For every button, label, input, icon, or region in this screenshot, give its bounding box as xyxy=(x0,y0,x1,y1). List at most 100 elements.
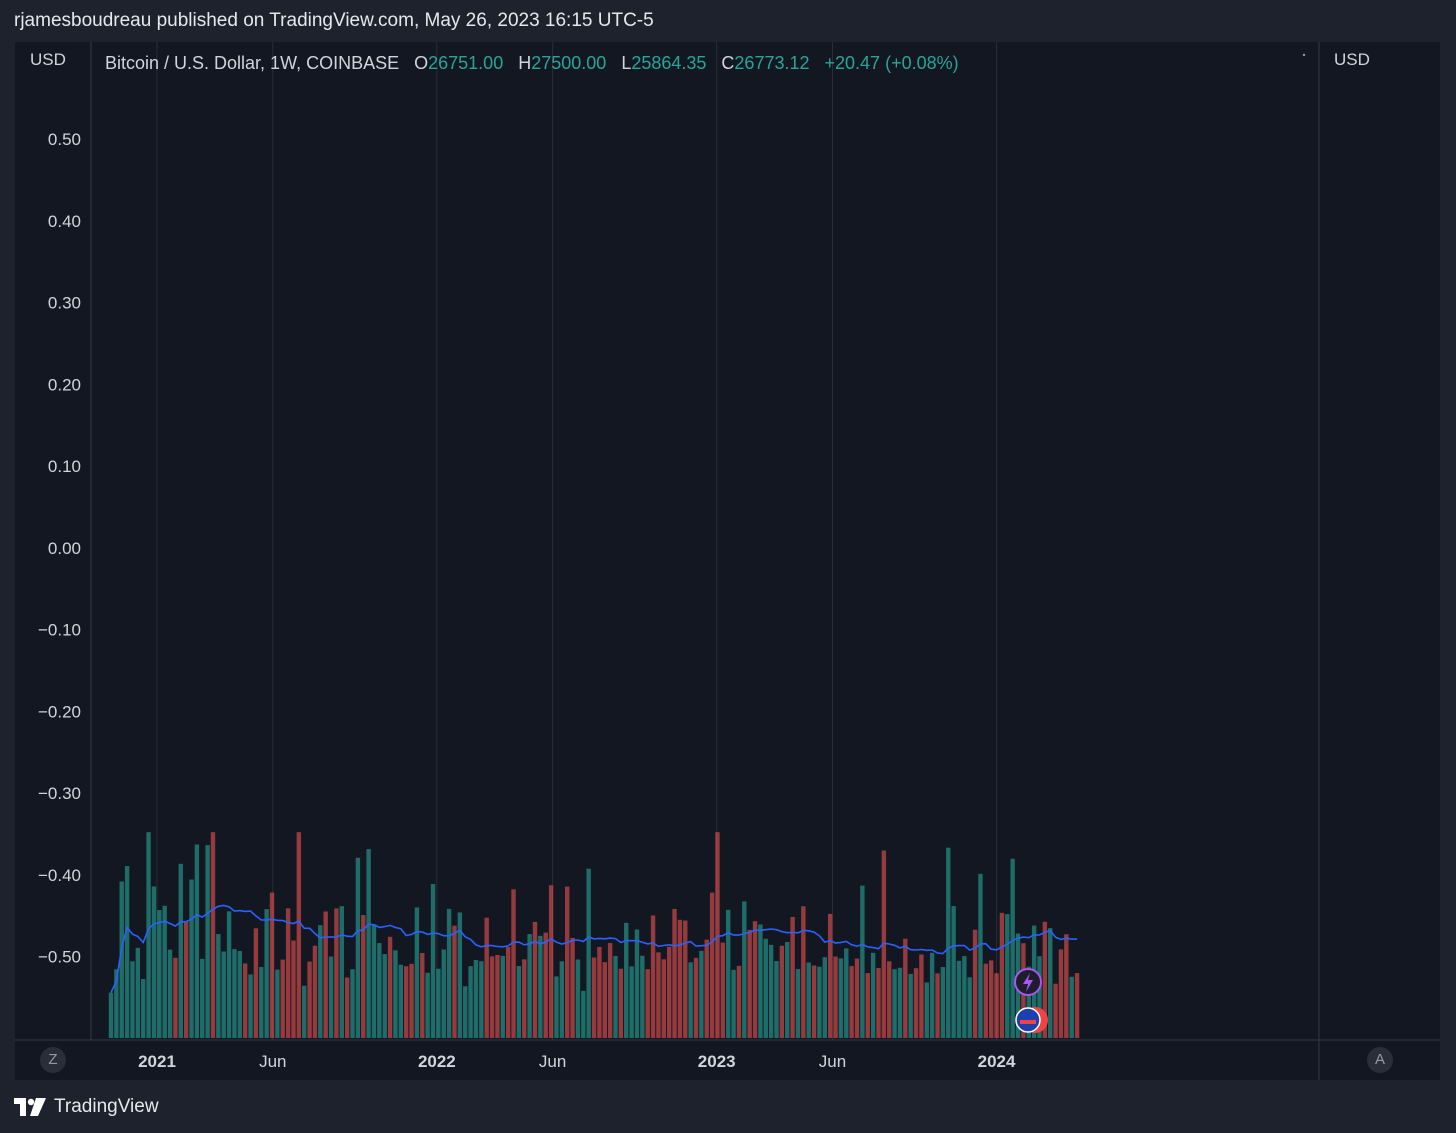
volume-bar xyxy=(248,974,253,1038)
volume-bar xyxy=(763,938,768,1038)
legend-high-label: H xyxy=(518,53,532,73)
volume-bar xyxy=(683,920,688,1038)
volume-bar xyxy=(709,892,715,1038)
volume-bar xyxy=(194,844,200,1038)
volume-bar xyxy=(216,934,221,1038)
volume-bar xyxy=(162,905,167,1038)
volume-bar xyxy=(586,868,591,1038)
volume-bar xyxy=(559,961,565,1038)
volume-bar xyxy=(1058,949,1064,1038)
volume-bar xyxy=(200,958,205,1038)
volume-bar xyxy=(564,886,570,1038)
volume-bar xyxy=(339,906,344,1038)
volume-bar xyxy=(371,924,377,1038)
volume-bar xyxy=(548,885,554,1038)
volume-bar xyxy=(838,958,844,1038)
volume-bar xyxy=(173,957,178,1038)
left-axis-tick: 0.10 xyxy=(48,457,81,476)
volume-bar xyxy=(425,972,430,1038)
volume-bar xyxy=(736,965,742,1038)
volume-bar xyxy=(334,908,339,1038)
volume-bar xyxy=(189,879,194,1038)
volume-bar xyxy=(897,967,903,1038)
volume-bar xyxy=(833,956,838,1038)
volume-bar xyxy=(677,919,683,1038)
volume-bar xyxy=(887,961,892,1038)
volume-bar xyxy=(1005,914,1010,1038)
volume-bar xyxy=(441,949,446,1038)
volume-bar xyxy=(146,832,151,1038)
volume-bar xyxy=(645,969,650,1038)
volume-bar xyxy=(446,908,452,1038)
chart-panel[interactable]: 0.50 0.40 0.30 0.20 0.10 0.00 −0.10 −0.20 −0.30 −… xyxy=(15,42,1440,1080)
volume-bar xyxy=(726,909,731,1038)
volume-bar xyxy=(704,939,709,1038)
legend-close: 26773.12 xyxy=(734,53,810,73)
auto-scale-button[interactable]: A xyxy=(1367,1047,1393,1073)
volume-bar xyxy=(463,986,468,1038)
volume-bar xyxy=(779,945,785,1038)
volume-bar xyxy=(785,941,790,1038)
volume-bar xyxy=(210,832,216,1038)
volume-bar xyxy=(355,857,361,1038)
volume-bar xyxy=(141,978,146,1038)
volume-bar xyxy=(312,945,318,1038)
volume-bar xyxy=(414,907,420,1038)
time-axis-tick: Jun xyxy=(259,1052,286,1071)
volume-bar xyxy=(543,932,548,1038)
ohlc-legend: Bitcoin / U.S. Dollar, 1W, COINBASE O267… xyxy=(105,53,959,74)
volume-bar xyxy=(393,950,398,1038)
volume-bar xyxy=(865,973,870,1038)
chart-canvas[interactable]: 0.50 0.40 0.30 0.20 0.10 0.00 −0.10 −0.20 −0.30 −… xyxy=(15,42,1440,1080)
volume-bar xyxy=(538,935,543,1038)
volume-bar xyxy=(742,901,747,1038)
left-axis-tick: 0.20 xyxy=(48,375,81,394)
volume-bar xyxy=(844,948,849,1038)
volume-bar xyxy=(983,963,989,1038)
volume-bar xyxy=(758,924,763,1038)
volume-bar xyxy=(302,985,307,1038)
auto-zoom-button[interactable]: Z xyxy=(40,1047,66,1073)
volume-bar xyxy=(108,992,114,1038)
volume-bar xyxy=(516,966,522,1038)
volume-bar xyxy=(226,911,232,1038)
us-flag-stripe xyxy=(1020,1020,1036,1024)
time-axis-tick: Jun xyxy=(539,1052,566,1071)
volume-bar xyxy=(495,954,500,1038)
legend-high: 27500.00 xyxy=(531,53,607,73)
volume-bar xyxy=(817,966,822,1038)
volume-bar xyxy=(870,952,876,1038)
volume-bar xyxy=(913,968,919,1038)
volume-bar xyxy=(473,960,479,1038)
volume-bar xyxy=(597,946,602,1038)
volume-bar xyxy=(854,958,860,1038)
volume-bar xyxy=(951,906,956,1038)
volume-bar xyxy=(457,912,463,1038)
volume-bar xyxy=(1042,921,1048,1038)
volume-bar xyxy=(522,959,527,1038)
volume-bar xyxy=(790,916,795,1038)
volume-bar xyxy=(157,910,162,1038)
volume-bar xyxy=(822,957,828,1038)
volume-bar xyxy=(452,925,457,1038)
left-axis-tick: −0.50 xyxy=(38,948,81,967)
volume-bar xyxy=(1053,983,1058,1038)
volume-bar xyxy=(607,943,613,1038)
left-axis-tick: 0.50 xyxy=(48,130,81,149)
volume-bar xyxy=(661,959,667,1038)
volume-bar xyxy=(237,950,243,1038)
volume-bar xyxy=(479,961,484,1038)
volume-bar xyxy=(344,977,350,1038)
volume-bar xyxy=(924,982,929,1038)
volume-bar xyxy=(361,915,366,1038)
volume-bar xyxy=(860,885,865,1038)
volume-bar xyxy=(232,949,237,1038)
left-axis-tick: 0.30 xyxy=(48,294,81,313)
volume-bar xyxy=(1010,858,1015,1038)
legend-change: +20.47 (+0.08%) xyxy=(824,53,959,73)
volume-moving-average xyxy=(110,904,1078,994)
volume-bar xyxy=(956,960,962,1038)
volume-bar xyxy=(403,966,409,1038)
volume-bar xyxy=(1048,928,1053,1038)
time-axis-tick: 2021 xyxy=(138,1052,176,1071)
